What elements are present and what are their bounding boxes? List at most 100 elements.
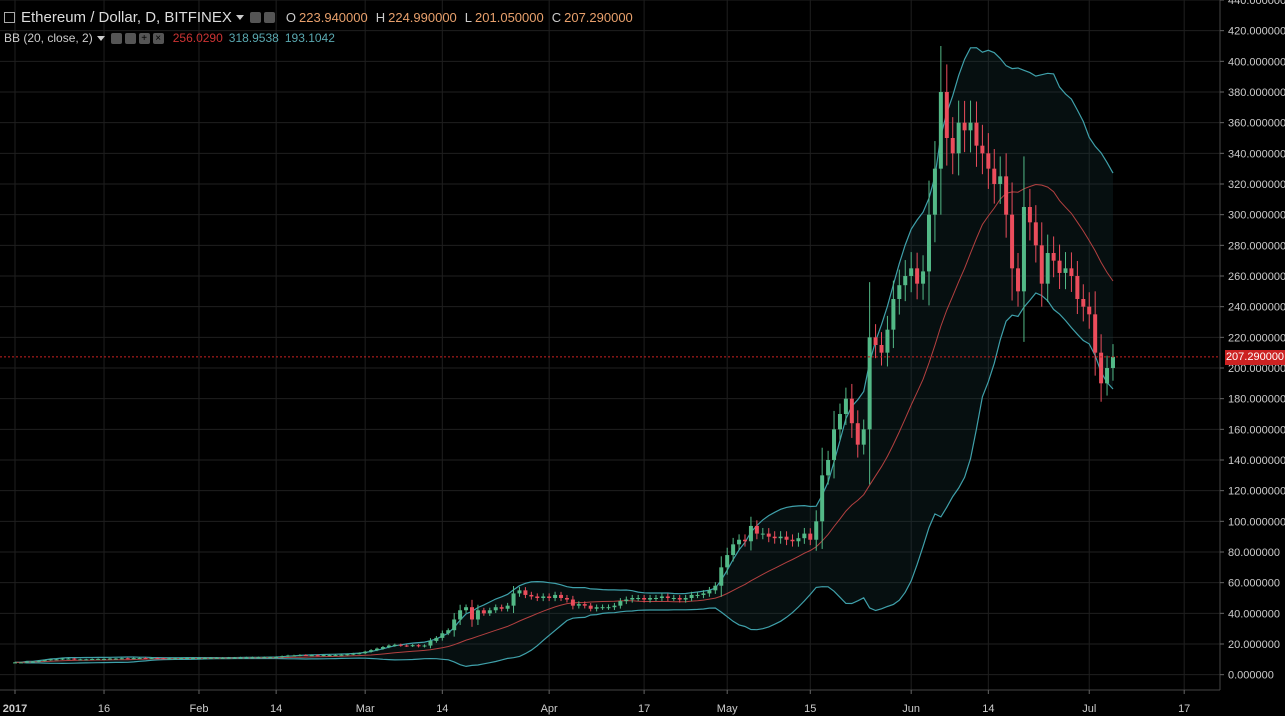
candle-body	[297, 655, 302, 657]
candle-body	[220, 657, 225, 659]
candle-body	[938, 92, 943, 169]
chevron-down-icon[interactable]	[96, 35, 105, 41]
high-label: H	[375, 10, 386, 25]
add-icon[interactable]: +	[138, 32, 150, 44]
candle-body	[564, 598, 569, 600]
candle-body	[286, 655, 291, 657]
candle-body	[1093, 314, 1098, 353]
x-tick-label: Jun	[902, 703, 920, 715]
candle-body	[535, 596, 540, 598]
candle-body	[1045, 253, 1050, 284]
symbol-title[interactable]: Ethereum / Dollar, D, BITFINEX	[21, 9, 232, 26]
y-axis[interactable]: 0.000000 20.000000 40.000000 60.000000 80.00…	[1219, 0, 1285, 690]
open-value: 223.940000	[299, 10, 368, 25]
candle-body	[375, 648, 380, 651]
candle-body	[600, 607, 605, 609]
gear-icon[interactable]	[124, 32, 136, 44]
candle-body	[185, 657, 190, 659]
candle-body	[582, 604, 587, 606]
candle-body	[867, 337, 872, 430]
x-tick-label: Jul	[1082, 703, 1096, 715]
y-tick-label: 320.000000	[1228, 179, 1285, 191]
candle-body	[113, 658, 118, 660]
y-tick-label: 340.000000	[1228, 148, 1285, 160]
candle-body	[636, 598, 641, 599]
candle-body	[808, 533, 813, 540]
candle-body	[357, 653, 362, 655]
x-axis[interactable]: 2017 16 Feb 14 Mar 14 Apr 17 May 15 Jun 14 Jul 17	[0, 689, 1220, 715]
candle-body	[1075, 276, 1080, 299]
candle-body	[553, 594, 558, 598]
eye-icon[interactable]	[110, 32, 122, 44]
candle-body	[434, 637, 439, 641]
candle-body	[84, 659, 89, 661]
candle-body	[315, 655, 320, 657]
y-tick-label: 260.000000	[1228, 271, 1285, 283]
gear-icon[interactable]	[263, 12, 275, 23]
candle-body	[481, 610, 486, 614]
candle-body	[725, 555, 730, 568]
x-tick-label: May	[717, 703, 738, 715]
candle-body	[309, 655, 314, 657]
y-tick-label: 40.000000	[1228, 608, 1280, 620]
candle-body	[1057, 260, 1062, 273]
candle-body	[802, 533, 807, 539]
settings-icon[interactable]	[249, 12, 261, 23]
candle-body	[173, 658, 178, 660]
candle-body	[653, 598, 658, 599]
close-icon[interactable]: ×	[152, 32, 164, 44]
candle-body	[962, 122, 967, 131]
candle-body	[398, 644, 403, 646]
candle-body	[125, 658, 130, 660]
candle-body	[487, 610, 492, 614]
candle-body	[921, 271, 926, 284]
x-tick-label: 17	[1178, 703, 1190, 715]
candle-body	[42, 660, 47, 662]
candle-body	[974, 122, 979, 146]
x-tick-label: 2017	[3, 703, 27, 715]
candle-body	[244, 657, 249, 659]
candle-body	[155, 658, 160, 660]
candle-body	[743, 539, 748, 542]
candle-body	[1004, 176, 1009, 215]
candle-body	[944, 92, 949, 138]
indicator-name[interactable]: BB (20, close, 2)	[4, 31, 93, 45]
candle-body	[1027, 207, 1032, 223]
candle-body	[1110, 356, 1115, 368]
x-tick-label: 14	[982, 703, 994, 715]
candle-body	[30, 661, 35, 663]
candle-body	[339, 654, 344, 656]
candle-body	[1099, 352, 1104, 384]
candle-body	[820, 475, 825, 522]
candle-body	[671, 598, 676, 599]
candle-body	[570, 599, 575, 606]
candle-body	[618, 601, 623, 606]
y-tick-label: 300.000000	[1228, 210, 1285, 222]
candle-body	[13, 662, 17, 664]
candle-body	[903, 276, 908, 286]
candle-body	[392, 644, 397, 646]
candle-body	[1033, 222, 1038, 246]
candle-body	[855, 423, 860, 445]
candle-body	[986, 153, 991, 169]
candle-body	[131, 658, 136, 660]
low-value: 201.050000	[475, 10, 544, 25]
candle-body	[179, 658, 184, 660]
candle-body	[268, 657, 273, 659]
y-tick-label: 200.000000	[1228, 363, 1285, 375]
y-tick-label: 120.000000	[1228, 486, 1285, 498]
y-tick-label: 360.000000	[1228, 118, 1285, 130]
bb-lower-value: 193.1042	[284, 31, 335, 45]
bb-basis-value: 318.9538	[228, 31, 279, 45]
chevron-down-icon[interactable]	[235, 15, 244, 20]
candle-body	[1105, 368, 1110, 384]
bb-upper-value: 256.0290	[172, 31, 223, 45]
candle-body	[926, 214, 931, 272]
collapse-icon[interactable]	[4, 12, 15, 23]
candle-body	[1010, 214, 1015, 269]
candle-body	[321, 655, 326, 657]
candle-body	[452, 619, 457, 631]
x-tick-label: Feb	[190, 703, 209, 715]
candle-body	[701, 593, 706, 595]
